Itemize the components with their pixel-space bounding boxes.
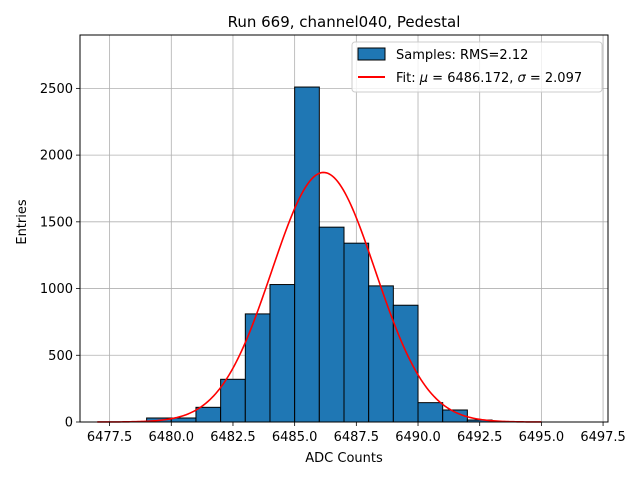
x-tick-label: 6490.0	[395, 430, 441, 445]
histogram-bar	[318, 226, 345, 423]
x-tick-label: 6487.5	[334, 430, 380, 445]
legend-fit-label: Fit: μ = 6486.172, σ = 2.097	[396, 71, 582, 86]
y-axis-title: Entries	[15, 199, 30, 245]
y-tick-label: 2000	[40, 149, 73, 164]
legend-fit-sigma-value: = 2.097	[526, 71, 582, 86]
histogram-bar	[220, 378, 246, 423]
x-tick-label: 6482.5	[210, 430, 256, 445]
legend-samples-swatch	[357, 47, 386, 61]
legend-samples-label: Samples: RMS=2.12	[396, 48, 528, 63]
x-tick-label: 6485.0	[272, 430, 318, 445]
y-tick-label: 0	[65, 416, 73, 431]
y-tick-label: 1500	[40, 215, 73, 230]
histogram-bar	[343, 242, 370, 423]
x-tick-label: 6497.5	[580, 430, 626, 445]
histogram-bar	[244, 313, 271, 423]
plot-area-frame	[79, 34, 609, 423]
y-tick-label: 2500	[40, 82, 73, 97]
legend-fit-prefix: Fit:	[396, 71, 420, 86]
x-tick-label: 6495.0	[519, 430, 565, 445]
x-tick-label: 6492.5	[457, 430, 503, 445]
histogram-bar	[269, 284, 296, 423]
x-axis-ticks: 6477.5 6480.0 6482.5 6485.0 6487.5 6490.0 6492…	[87, 422, 626, 445]
histogram-bar	[392, 304, 419, 423]
x-tick-label: 6480.0	[149, 430, 195, 445]
x-tick-label: 6477.5	[87, 430, 133, 445]
histogram-bar	[195, 406, 222, 423]
legend-fit-sigma-symbol: σ	[518, 71, 527, 86]
histogram-bar	[294, 86, 320, 423]
histogram-bar	[417, 402, 444, 423]
legend-fit-mu-value: = 6486.172,	[428, 71, 517, 86]
y-axis-ticks: 0 500 1000 1500 2000 2500	[40, 82, 80, 431]
x-axis-title: ADC Counts	[305, 451, 383, 466]
chart-title: Run 669, channel040, Pedestal	[228, 13, 461, 31]
fit-curve	[97, 171, 542, 423]
histogram-bar	[368, 285, 394, 423]
y-tick-label: 500	[48, 349, 73, 364]
legend-fit-mu-symbol: μ	[419, 71, 428, 86]
fit-curve-layer	[97, 171, 542, 423]
y-tick-label: 1000	[40, 282, 73, 297]
legend: Samples: RMS=2.12 Fit: μ = 6486.172, σ =…	[351, 41, 603, 93]
legend-box	[351, 41, 603, 93]
